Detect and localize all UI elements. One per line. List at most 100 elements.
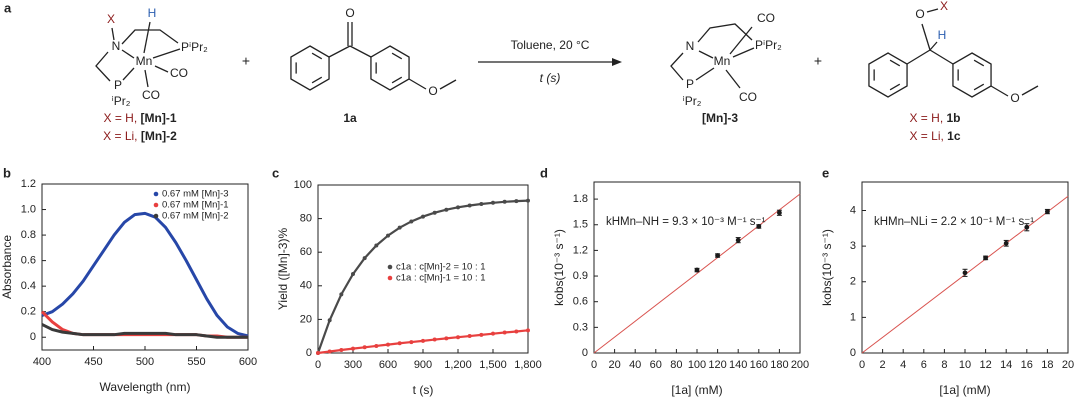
point: [386, 342, 390, 347]
x-tick-label: 100: [688, 359, 706, 371]
x-tick-label: 12: [979, 359, 991, 371]
x-axis-label: t (s): [413, 383, 434, 397]
point: [514, 329, 519, 334]
ring: [290, 45, 330, 91]
label-part: X = Li,: [103, 129, 137, 143]
point: [421, 338, 425, 343]
atom: X: [940, 0, 948, 13]
point: [409, 219, 414, 224]
point: [1003, 240, 1009, 246]
atom: Mn: [136, 54, 153, 68]
atom: Mn: [714, 54, 731, 68]
compound-label: [Mn]-3: [702, 111, 738, 125]
y-tick-label: 0.6: [573, 296, 588, 308]
y-tick-label: 80: [300, 213, 312, 225]
x-tick-label: 500: [136, 356, 154, 368]
x-tick-label: 14: [1000, 359, 1012, 371]
label-part: X = Li,: [909, 129, 943, 143]
point: [432, 210, 437, 215]
y-axis-label: Absorbance: [0, 235, 14, 299]
legend-marker: [153, 213, 159, 219]
y-tick-label: 0: [30, 331, 36, 343]
x-tick-label: 140: [729, 359, 747, 371]
y-tick-label: 100: [294, 179, 312, 191]
legend-label: c1a : c[Mn]-1 = 10 : 1: [396, 273, 486, 284]
x-tick-label: 1,800: [514, 359, 542, 371]
atom: CO: [757, 11, 775, 25]
x-tick-label: 2: [880, 359, 886, 371]
x-tick-label: 20: [608, 359, 620, 371]
x-tick-label: 20: [1062, 359, 1074, 371]
y-tick-label: 60: [300, 246, 312, 258]
label-part: 1c: [947, 129, 961, 143]
y-tick-label: 4: [850, 204, 856, 216]
annotation: kHMn–NLi = 2.2 × 10⁻¹ M⁻¹ s⁻¹: [874, 216, 1034, 228]
point: [526, 328, 530, 333]
atom: O: [428, 84, 437, 98]
x-tick-label: 300: [344, 359, 362, 371]
ring-double-bond: [973, 59, 985, 67]
ring-double-bond: [311, 76, 323, 84]
y-tick-label: 0.4: [21, 280, 36, 292]
compound-label: X = Li, [Mn]-2: [103, 129, 177, 143]
y-axis-label: kobs(10⁻³ s⁻¹): [820, 229, 834, 306]
bonds: [95, 21, 181, 88]
bonds: [328, 22, 457, 90]
y-tick-label: 0: [850, 347, 856, 359]
y-tick-label: 1.0: [21, 203, 36, 215]
x-tick-label: 60: [650, 359, 662, 371]
y-tick-label: 3: [850, 240, 856, 252]
label-part: 1b: [947, 111, 961, 125]
x-axis-label: [1a] (mM): [671, 383, 722, 397]
atom: O: [1010, 91, 1019, 105]
x-tick-label: 600: [239, 356, 257, 368]
point: [444, 336, 449, 341]
point: [479, 201, 484, 206]
point: [316, 351, 320, 355]
point: [351, 272, 355, 277]
x-tick-label: 8: [941, 359, 947, 371]
compound-label: 1a: [343, 111, 357, 125]
point: [421, 214, 425, 219]
x-tick-label: 400: [33, 356, 51, 368]
x-tick-label: 120: [708, 359, 726, 371]
point: [983, 255, 988, 261]
bonds: [906, 8, 1039, 97]
panel-label: c: [272, 165, 279, 180]
x-tick-label: 550: [187, 356, 205, 368]
point: [479, 332, 484, 337]
point: [735, 237, 741, 243]
ring: [868, 52, 908, 98]
x-tick-label: 0: [315, 359, 321, 371]
point: [514, 199, 519, 204]
x-tick-label: 1,500: [479, 359, 507, 371]
ring: [370, 45, 410, 91]
panel-label: b: [3, 165, 11, 180]
label-part: X = H,: [103, 111, 137, 125]
ring-double-bond: [391, 76, 403, 84]
point: [1024, 224, 1030, 230]
atom: ⁱPr₂: [683, 94, 702, 108]
atom: N: [686, 39, 695, 53]
legend-marker: [387, 264, 393, 270]
legend-marker: [387, 275, 393, 281]
ring: [952, 52, 992, 98]
point: [777, 210, 782, 216]
point: [374, 243, 379, 248]
y-tick-label: 0.9: [573, 270, 588, 282]
legend-marker: [153, 191, 159, 197]
y-tick-label: 1.5: [573, 219, 588, 231]
point: [694, 267, 700, 273]
y-axis-label: kobs(10⁻³ s⁻¹): [552, 229, 566, 306]
y-axis-label: Yield ([Mn]-3)%: [276, 228, 290, 311]
point: [386, 233, 390, 238]
plus: +: [242, 53, 250, 69]
x-tick-label: 1,200: [444, 359, 472, 371]
ring-double-bond: [889, 83, 901, 91]
compound-label: X = H, [Mn]-1: [103, 111, 176, 125]
atom: CO: [739, 90, 757, 104]
point: [362, 256, 367, 261]
reaction-scheme: a X H N Mn PⁱPr₂ P ⁱPr₂ CO CO X = H, [Mn…: [4, 0, 1039, 143]
x-axis-label: [1a] (mM): [939, 383, 990, 397]
